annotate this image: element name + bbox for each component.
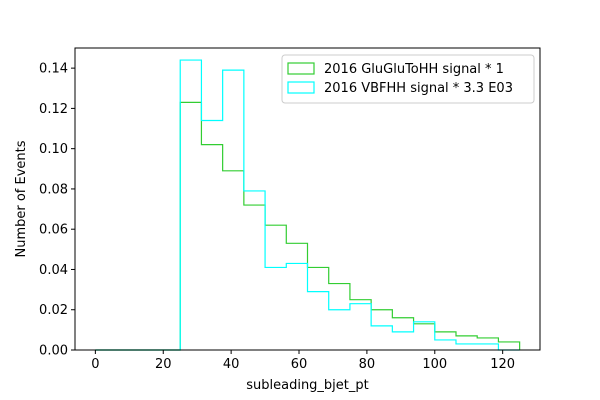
y-tick-label: 0.00 xyxy=(39,344,68,359)
x-tick-label: 60 xyxy=(291,357,308,372)
y-tick-label: 0.04 xyxy=(39,263,68,278)
legend: 2016 GluGluToHH signal * 1 2016 VBFHH sig… xyxy=(281,54,535,104)
legend-entry-label: 2016 VBFHH signal * 3.3 E03 xyxy=(324,81,513,96)
y-axis-ticks: 0.00 0.02 0.04 0.06 0.08 0.10 0.12 0.14 xyxy=(39,62,75,359)
legend-swatch xyxy=(287,81,315,94)
x-tick-label: 80 xyxy=(359,357,376,372)
y-tick-label: 0.10 xyxy=(39,142,68,157)
x-tick-label: 120 xyxy=(490,357,515,372)
x-tick-label: 0 xyxy=(91,357,99,372)
legend-box xyxy=(281,54,535,104)
x-tick-label: 20 xyxy=(155,357,172,372)
plot-area xyxy=(95,59,521,351)
y-tick-label: 0.02 xyxy=(39,303,68,318)
x-tick-label: 40 xyxy=(223,357,240,372)
y-tick-label: 0.12 xyxy=(39,102,68,117)
y-tick-label: 0.08 xyxy=(39,182,68,197)
y-tick-label: 0.14 xyxy=(39,62,68,77)
y-axis-label: Number of Events xyxy=(14,140,29,257)
x-axis-ticks: 0 20 40 60 80 100 120 xyxy=(91,350,515,372)
legend-swatch xyxy=(287,62,315,75)
axes-frame xyxy=(74,47,541,351)
histogram-series-2 xyxy=(95,59,520,351)
y-tick-label: 0.06 xyxy=(39,223,68,238)
legend-entry-label: 2016 GluGluToHH signal * 1 xyxy=(324,62,504,77)
x-axis-label: subleading_bjet_pt xyxy=(246,378,369,393)
x-tick-label: 100 xyxy=(422,357,447,372)
